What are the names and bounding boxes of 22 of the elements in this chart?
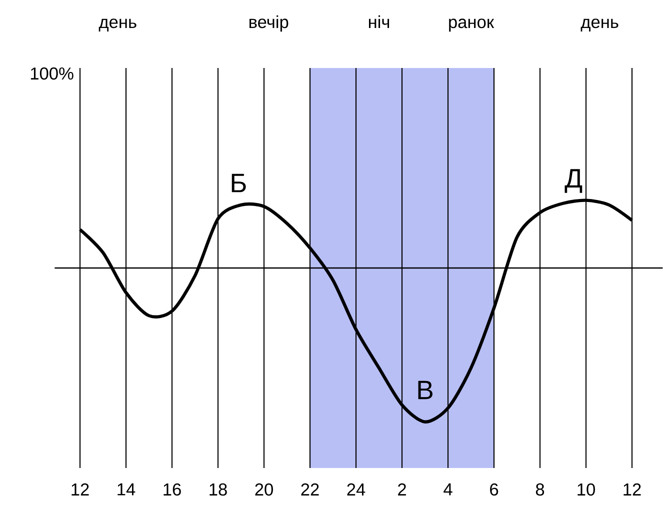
x-tick-label: 14 [118, 483, 136, 496]
text: Д [564, 169, 582, 193]
x-tick-label: 2 [398, 483, 406, 496]
x-tick-label: 12 [72, 483, 89, 496]
x-tick-label: 22 [301, 483, 319, 496]
text: день [580, 18, 618, 32]
text: вечір [250, 15, 288, 32]
x-tick-label: 24 [347, 483, 366, 496]
annotation: В [418, 380, 432, 400]
x-tick-label: 16 [164, 483, 181, 496]
x-tick-label: 18 [210, 483, 227, 496]
text: ніч [368, 15, 390, 28]
x-tick-label: 12 [624, 483, 641, 496]
x-tick-label: 20 [255, 483, 273, 496]
x-tick-label: 6 [490, 483, 498, 496]
text: день [98, 18, 136, 32]
x-tick-label: 4 [444, 483, 452, 496]
x-tick-label: 8 [536, 483, 544, 496]
text: ранок [449, 18, 494, 32]
text: 100% [30, 67, 74, 80]
text: Б [232, 174, 246, 192]
x-tick-label: 10 [578, 483, 595, 496]
